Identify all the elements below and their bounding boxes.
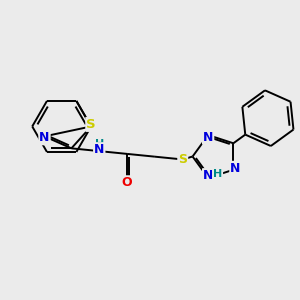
Text: N: N — [39, 131, 50, 144]
Text: O: O — [122, 176, 132, 189]
Text: S: S — [178, 153, 187, 166]
Text: N: N — [203, 130, 213, 144]
Text: S: S — [86, 118, 96, 131]
Text: N: N — [94, 143, 104, 156]
Text: N: N — [203, 169, 213, 182]
Text: H: H — [94, 139, 104, 149]
Text: H: H — [213, 169, 222, 179]
Text: N: N — [230, 162, 241, 175]
